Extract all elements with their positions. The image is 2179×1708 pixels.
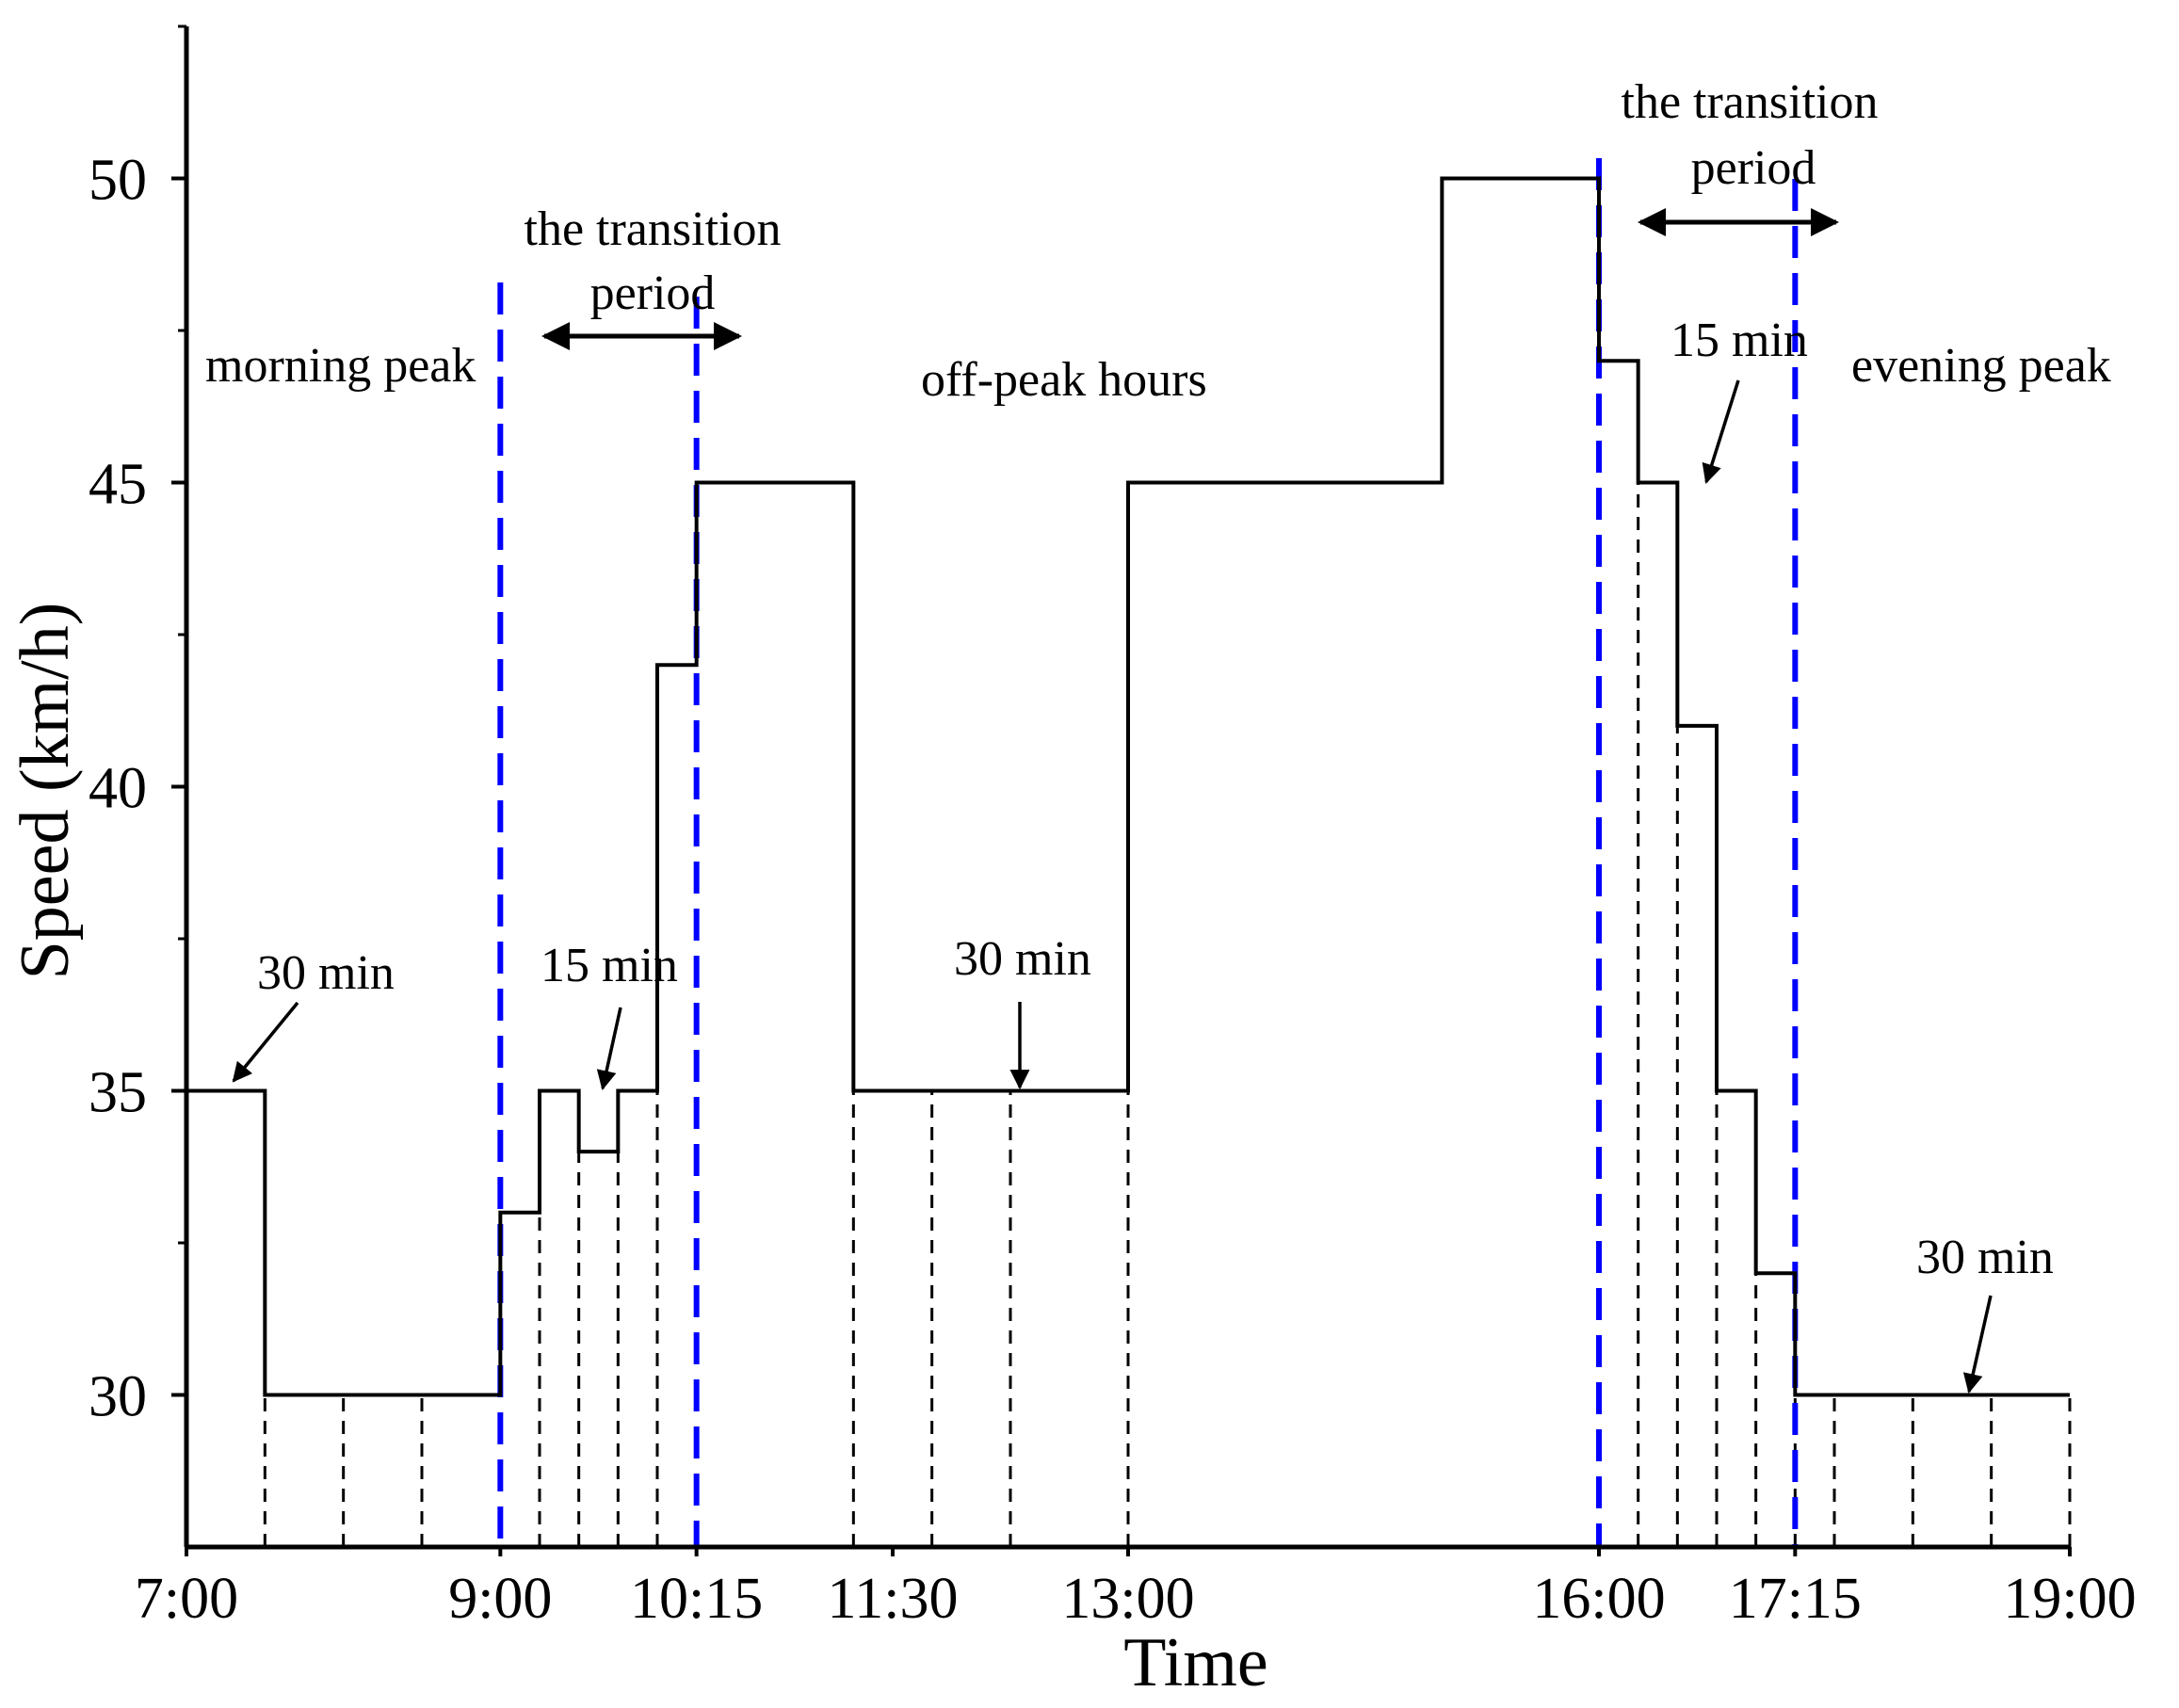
pointer-arrow-15-morning	[596, 1007, 622, 1091]
y-tick-label-4: 50	[89, 149, 147, 213]
x-tick-label-2: 10:15	[630, 1567, 763, 1631]
transition-1-label-line1: the transition	[525, 202, 782, 256]
morning-peak-label: morning peak	[205, 339, 476, 393]
pointer-arrow-30-morning	[232, 1001, 299, 1083]
y-tick-label-0: 30	[89, 1365, 147, 1429]
interval-dividers	[263, 482, 2072, 1547]
x-ticks: 7:00 9:00 10:15 11:30 13:00 16:00 17:15 19:00	[135, 1547, 2137, 1631]
interval-label-15-evening: 15 min	[1671, 314, 1808, 367]
y-tick-label-1: 35	[89, 1061, 147, 1125]
y-tick-label-3: 45	[89, 453, 147, 517]
pointer-arrow-30-evening	[1962, 1295, 1993, 1394]
y-tick-label-2: 40	[89, 757, 147, 821]
x-tick-label-3: 11:30	[828, 1567, 959, 1631]
x-axis-title: Time	[1123, 1624, 1268, 1701]
x-tick-label-5: 16:00	[1532, 1567, 1665, 1631]
series-speed	[186, 176, 2070, 1397]
transition-2-label-line1: the transition	[1622, 75, 1879, 129]
x-tick-label-7: 19:00	[2003, 1567, 2136, 1631]
off-peak-label: off-peak hours	[921, 353, 1207, 407]
interval-label-30-morning: 30 min	[257, 946, 395, 1000]
interval-label-30-offpeak: 30 min	[954, 932, 1091, 986]
transition-2-label-line2: period	[1691, 141, 1816, 195]
interval-label-15-morning: 15 min	[541, 939, 678, 992]
y-axis-title: Speed (km/h)	[7, 603, 84, 980]
evening-peak-label: evening peak	[1851, 339, 2111, 393]
pointer-arrow-15-evening	[1702, 379, 1740, 485]
x-tick-label-6: 17:15	[1729, 1567, 1862, 1631]
speed-step-line	[186, 176, 2070, 1397]
x-tick-label-1: 9:00	[448, 1567, 552, 1631]
x-tick-label-4: 13:00	[1061, 1567, 1194, 1631]
y-ticks: 30 35 40 45 50	[89, 24, 186, 1429]
x-tick-label-0: 7:00	[135, 1567, 238, 1631]
transition-1-label-line2: period	[590, 266, 716, 320]
interval-label-30-evening: 30 min	[1916, 1231, 2054, 1284]
